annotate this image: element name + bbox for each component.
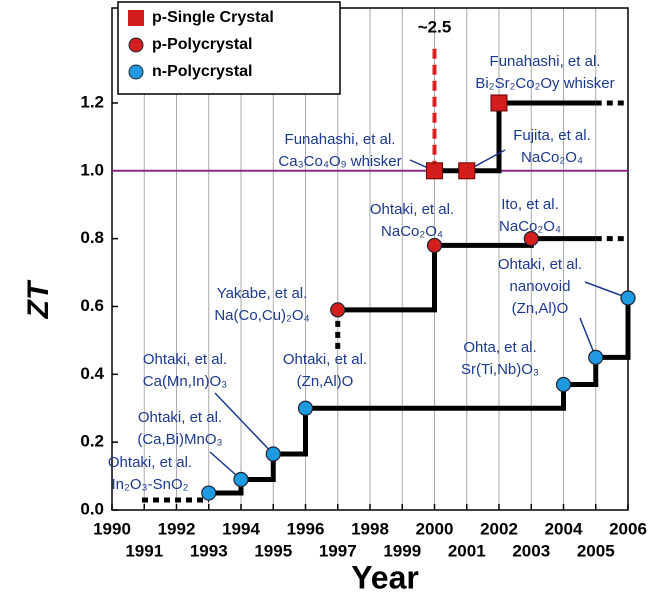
x-tick-label: 1995 [254, 541, 292, 560]
annotation: Ohtaki, et al. [370, 201, 454, 218]
x-tick-label: 1998 [351, 519, 389, 538]
x-tick-label: 2004 [545, 519, 583, 538]
annotation: Ohtaki, et al. [283, 351, 367, 368]
annotation: Yakabe, et al. [217, 285, 308, 302]
x-tick-label: 2002 [480, 519, 518, 538]
y-tick-label: 1.0 [80, 160, 104, 179]
annotation: Funahashi, et al. [285, 131, 396, 148]
legend-box [117, 1, 341, 95]
annotation: Fujita, et al. [513, 127, 591, 144]
marker [620, 290, 636, 306]
step-line [208, 298, 631, 496]
x-tick-label: 1999 [383, 541, 421, 560]
annotation: In₂O₃-SnO₂ [112, 476, 189, 493]
annotation: Bi₂Sr₂Co₂Oy whisker [475, 75, 614, 92]
x-tick-label: 2001 [448, 541, 486, 560]
x-axis-label: Year [351, 559, 419, 595]
marker [490, 94, 508, 112]
marker [265, 446, 281, 462]
annotation: Ito, et al. [501, 196, 559, 213]
legend-label: p-Polycrystal [152, 36, 252, 53]
y-tick-label: 0.2 [80, 432, 104, 451]
annotation: Sr(Ti,Nb)O₃ [461, 361, 539, 378]
legend-marker [128, 64, 144, 80]
x-tick-label: 2003 [512, 541, 550, 560]
marker [201, 485, 217, 501]
x-tick-label: 1997 [319, 541, 357, 560]
legend-marker [128, 10, 144, 26]
annotation: NaCo₂O₄ [521, 149, 583, 166]
step-line [434, 100, 596, 174]
y-axis-label: ZT [22, 279, 55, 319]
x-tick-label: 2000 [416, 519, 454, 538]
x-tick-label: 1990 [93, 519, 131, 538]
annotation: Ohtaki, et al. [143, 351, 227, 368]
x-tick-label: 1992 [158, 519, 196, 538]
annotation: (Zn,Al)O [512, 300, 569, 317]
annotation: Funahashi, et al. [490, 53, 601, 70]
x-tick-label: 1991 [125, 541, 163, 560]
x-tick-label: 1993 [190, 541, 228, 560]
x-tick-label: 2005 [577, 541, 615, 560]
annotation: Ohtaki, et al. [108, 454, 192, 471]
y-tick-label: 0.0 [80, 499, 104, 518]
step-line [337, 236, 596, 313]
x-tick-label: 1996 [287, 519, 325, 538]
marker [233, 471, 249, 488]
legend-label: p-Single Crystal [152, 9, 274, 26]
marker [523, 231, 539, 247]
marker [555, 376, 572, 393]
annotation: Ohtaki, et al. [498, 256, 582, 273]
legend-marker [128, 37, 144, 53]
y-tick-label: 0.6 [80, 296, 104, 315]
annotation: NaCo₂O₄ [381, 223, 443, 240]
legend-label: n-Polycrystal [152, 63, 252, 80]
annotation: nanovoid [510, 278, 571, 295]
annotation: (Zn,Al)O [297, 373, 354, 390]
plot-frame [111, 7, 629, 511]
annotation: Ohtaki, et al. [138, 409, 222, 426]
annotation: Ca₃Co₄O₉ whisker [278, 153, 401, 170]
y-tick-label: 0.4 [80, 364, 104, 383]
annotation: Ohta, et al. [463, 339, 536, 356]
x-tick-label: 2006 [609, 519, 647, 538]
annotation-arrow [584, 281, 629, 299]
y-tick-label: 0.8 [80, 228, 104, 247]
annotation: Na(Co,Cu)₂O₄ [214, 307, 309, 324]
marker [330, 302, 346, 318]
marker [426, 162, 443, 180]
annotation: (Ca,Bi)MnO₃ [137, 431, 222, 448]
annotation: Ca(Mn,In)O₃ [143, 373, 227, 390]
x-tick-label: 1994 [222, 519, 260, 538]
y-tick-label: 1.2 [80, 92, 104, 111]
annotation: NaCo₂O₄ [499, 218, 561, 235]
peak-label: ~2.5 [418, 17, 452, 36]
marker [297, 400, 314, 416]
marker [458, 162, 476, 180]
annotation-arrow [214, 392, 274, 455]
marker [588, 349, 604, 365]
marker [426, 237, 443, 254]
